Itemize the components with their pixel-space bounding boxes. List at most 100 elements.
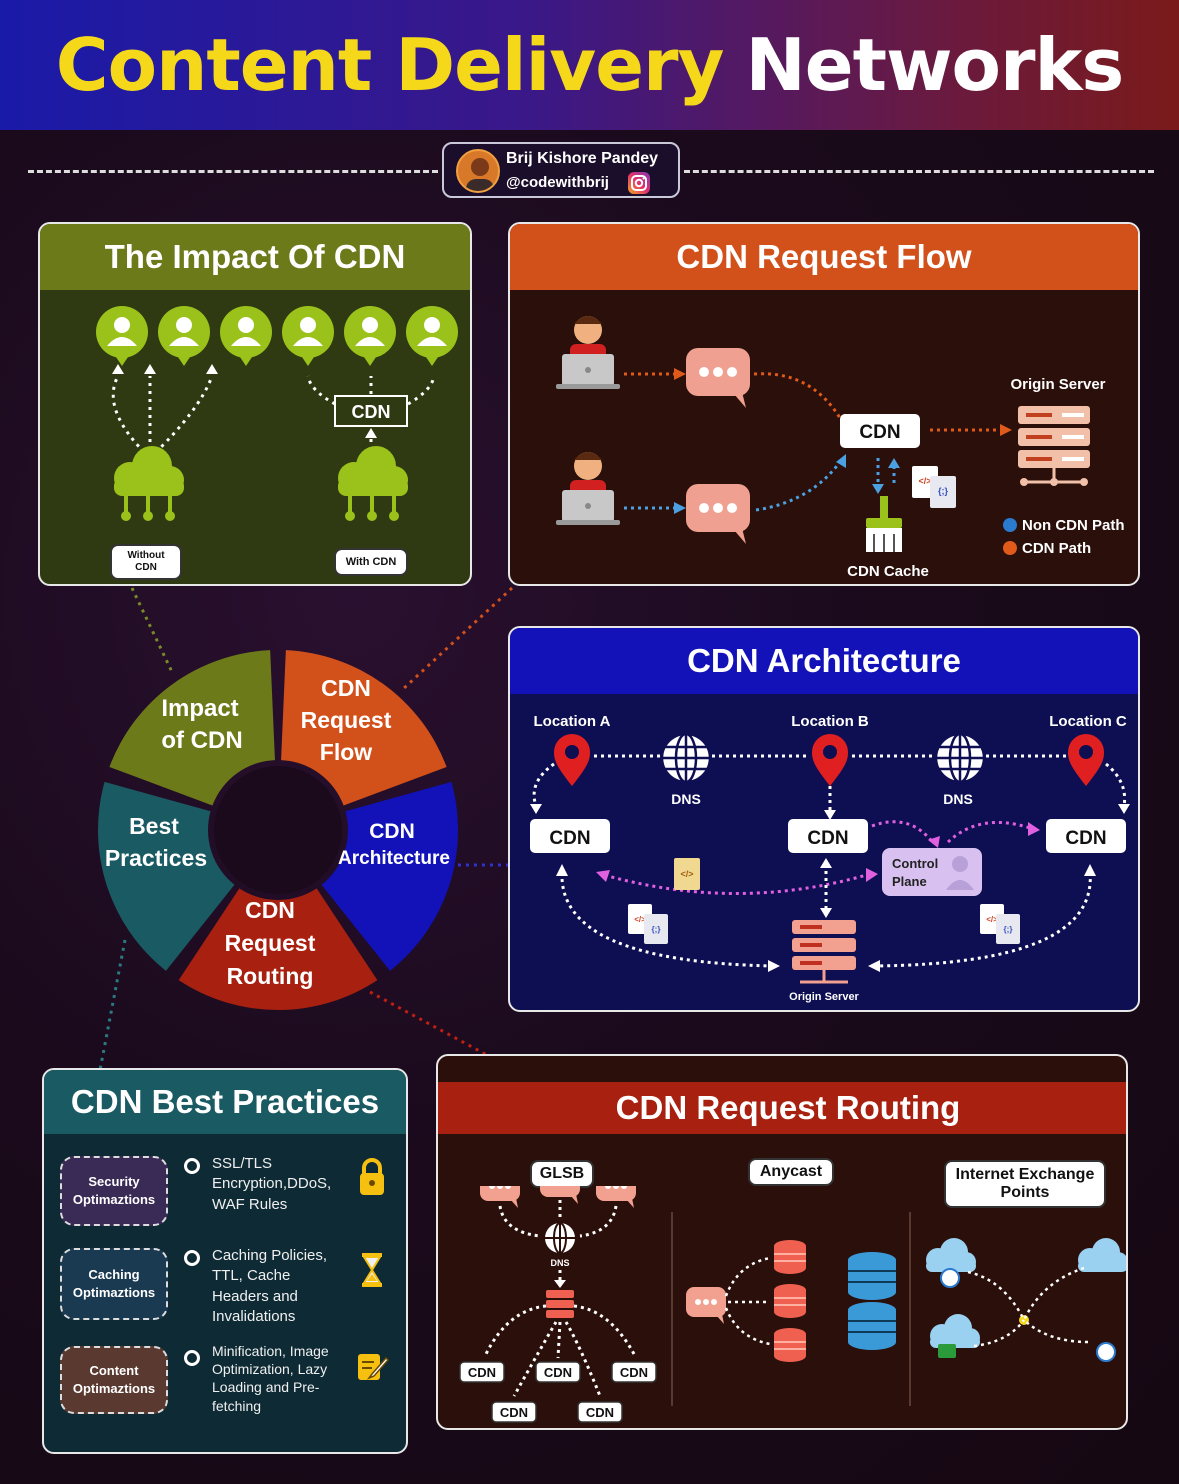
cloud-icon-without (112, 444, 186, 523)
impact-heading: The Impact Of CDN (40, 224, 470, 290)
flow-cdn-text: CDN (859, 422, 900, 443)
divider-left (28, 170, 438, 173)
ixp-cloud-icon-2 (1078, 1238, 1126, 1272)
wheel-label-arch-2: Architecture (338, 848, 450, 869)
arch-file-icon-3: </> {;} (980, 904, 1020, 944)
wheel-label-impact-1: Impact (161, 695, 238, 722)
ixp-cloud-icon-1 (926, 1238, 976, 1272)
location-pin-icon-c (1068, 734, 1104, 786)
wheel-segment-flow (281, 650, 447, 806)
control-plane-text-2: Plane (892, 874, 927, 889)
user-icon-6 (406, 306, 458, 366)
wheel-label-best-2: Practices (105, 845, 207, 871)
wheel-label-routing-2: Request (225, 930, 316, 956)
wheel-label-routing-3: Routing (227, 963, 314, 989)
loc-c-label: Location C (1049, 713, 1127, 730)
routing-cdn-text-5: CDN (586, 1405, 614, 1420)
cdn-cache-label: CDN Cache (847, 563, 929, 580)
routing-panel: CDN Request Routing GLSB Anycast Interne… (436, 1054, 1128, 1430)
user-icon-5 (344, 306, 396, 366)
title-part2: Networks (745, 23, 1124, 107)
wheel-label-flow-1: CDN (321, 675, 371, 701)
svg-text:</>: </> (918, 476, 931, 486)
arch-file-icon-2: </> {;} (628, 904, 668, 944)
svg-text:</>: </> (680, 869, 693, 879)
ixp-label: Internet Exchange Points (944, 1160, 1106, 1208)
best-item-content: Content Optimaztions (60, 1346, 168, 1414)
dns-globe-icon-2 (934, 732, 986, 784)
topics-wheel: Impact of CDN CDN Request Flow CDN Archi… (97, 650, 459, 1010)
user-icon-2 (158, 306, 210, 366)
best-radio-2[interactable] (184, 1250, 200, 1266)
routing-heading: CDN Request Routing (438, 1082, 1126, 1134)
wheel-segment-best (97, 781, 235, 971)
routing-cdn-text-1: CDN (468, 1365, 496, 1380)
svg-text:{;}: {;} (938, 486, 948, 496)
cloud-icon-with (336, 444, 410, 523)
svg-text:{;}: {;} (652, 925, 661, 934)
routing-cdn-text-4: CDN (500, 1405, 528, 1420)
wheel-label-flow-3: Flow (320, 739, 372, 765)
anycast-bigdb-icon-2 (847, 1301, 897, 1351)
flow-cdn-box (840, 414, 920, 448)
routing-bubble-icon-3 (596, 1186, 636, 1208)
anycast-bubble-icon (686, 1287, 726, 1324)
dns-label-2: DNS (943, 791, 973, 807)
routing-dns-label: DNS (550, 1258, 569, 1268)
impact-cdn-box (334, 395, 408, 427)
best-item-caching: Caching Optimaztions (60, 1248, 168, 1320)
arch-diagram: Location A Location B Location C DNS DNS… (530, 713, 1130, 1003)
control-plane-text-1: Control (892, 856, 938, 871)
flow-panel: CDN Request Flow (508, 222, 1140, 586)
best-radio-3[interactable] (184, 1350, 200, 1366)
cache-brush-icon (866, 496, 902, 552)
anycast-db-icon-3 (773, 1327, 807, 1363)
message-bubble-icon-2 (686, 484, 750, 544)
edit-note-icon (356, 1350, 390, 1388)
anycast-db-icon-1 (773, 1239, 807, 1275)
ixp-cloud-icon-3 (930, 1314, 980, 1348)
origin-server-icon (1016, 404, 1092, 488)
wheel-segment-arch (321, 781, 459, 971)
svg-text:{;}: {;} (1004, 925, 1013, 934)
location-pin-icon-a (554, 734, 590, 786)
anycast-bigdb-icon-1 (847, 1251, 897, 1301)
arch-panel: CDN Architecture Location A Location B L… (508, 626, 1140, 1012)
routing-cdn-text-2: CDN (544, 1365, 572, 1380)
arch-file-icon-1 (674, 858, 700, 890)
loc-a-label: Location A (534, 713, 611, 730)
hourglass-icon (360, 1252, 384, 1292)
dns-label-1: DNS (671, 791, 701, 807)
flow-diagram: CDN Origin Server </> {;} CDN Cache Non … (556, 316, 1125, 580)
arch-origin-server-icon (792, 920, 856, 984)
svg-text:</>: </> (634, 915, 646, 924)
arch-heading: CDN Architecture (510, 628, 1138, 694)
with-cdn-label: With CDN (334, 548, 408, 576)
wheel-segment-impact (109, 650, 275, 806)
impact-diagram: CDN (96, 306, 458, 523)
best-desc-content: Minification, Image Optimization, Lazy L… (212, 1343, 329, 1414)
impact-panel: The Impact Of CDN (38, 222, 472, 586)
best-radio-1[interactable] (184, 1158, 200, 1174)
wheel-label-arch-1: CDN (369, 820, 415, 843)
ixp-video-icon (938, 1344, 956, 1358)
lock-icon (358, 1158, 386, 1200)
user-icon-4 (282, 306, 334, 366)
author-handle: @codewithbrij (506, 174, 609, 191)
dns-globe-icon-1 (660, 732, 712, 784)
without-cdn-label: Without CDN (110, 544, 182, 580)
arch-cdn-text-a: CDN (549, 828, 590, 849)
user-icon-1 (96, 306, 148, 366)
best-desc-caching: Caching Policies, TTL, Cache Headers and… (212, 1247, 328, 1325)
divider-right (684, 170, 1154, 173)
arch-cdn-text-b: CDN (807, 828, 848, 849)
ixp-globe-icon-2 (1096, 1342, 1116, 1362)
instagram-icon[interactable] (628, 172, 650, 194)
wheel-segment-routing (178, 888, 378, 1010)
user-laptop-icon-1 (556, 316, 620, 389)
author-badge: Brij Kishore Pandey @codewithbrij (442, 142, 680, 198)
wheel-label-best-1: Best (129, 813, 179, 839)
legend-non-cdn-text: Non CDN Path (1022, 517, 1125, 534)
best-desc-security: SSL/TLS Encryption,DDoS, WAF Rules (212, 1155, 332, 1213)
routing-bubble-icon-1 (480, 1186, 520, 1208)
